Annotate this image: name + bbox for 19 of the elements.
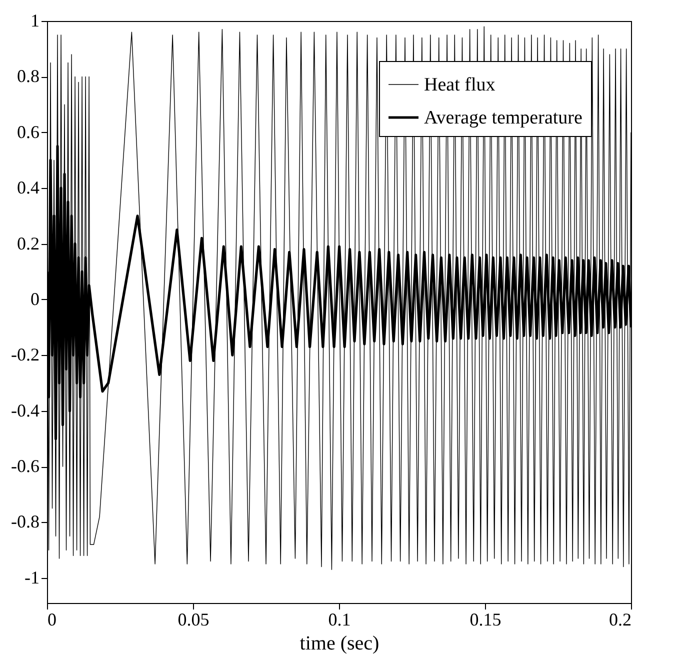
x-tick-label: 0.05 <box>178 610 210 630</box>
y-tick-label: -0.2 <box>11 344 40 365</box>
y-tick-label: 0.6 <box>17 122 40 142</box>
legend-label: Heat flux <box>424 74 496 96</box>
y-tick-label: -1 <box>24 567 40 588</box>
legend-label: Average temperature <box>424 108 582 128</box>
y-tick-label: 0.8 <box>17 66 40 86</box>
y-tick-label: 0.4 <box>17 178 40 198</box>
y-tick-label: 1 <box>30 10 40 30</box>
x-tick-label: 0.2 <box>609 610 632 630</box>
x-tick-label: 0.15 <box>470 610 502 630</box>
y-tick-label: -0.8 <box>11 512 40 532</box>
x-tick-label: 0 <box>48 610 56 630</box>
x-axis-title: time (sec) <box>300 632 380 654</box>
y-tick-label: -0.4 <box>11 400 40 420</box>
y-tick-label: 0 <box>30 288 40 309</box>
x-tick-label: 0.1 <box>328 610 351 630</box>
y-tick-label: -0.6 <box>11 456 40 476</box>
y-tick-label: 0.2 <box>17 233 40 254</box>
